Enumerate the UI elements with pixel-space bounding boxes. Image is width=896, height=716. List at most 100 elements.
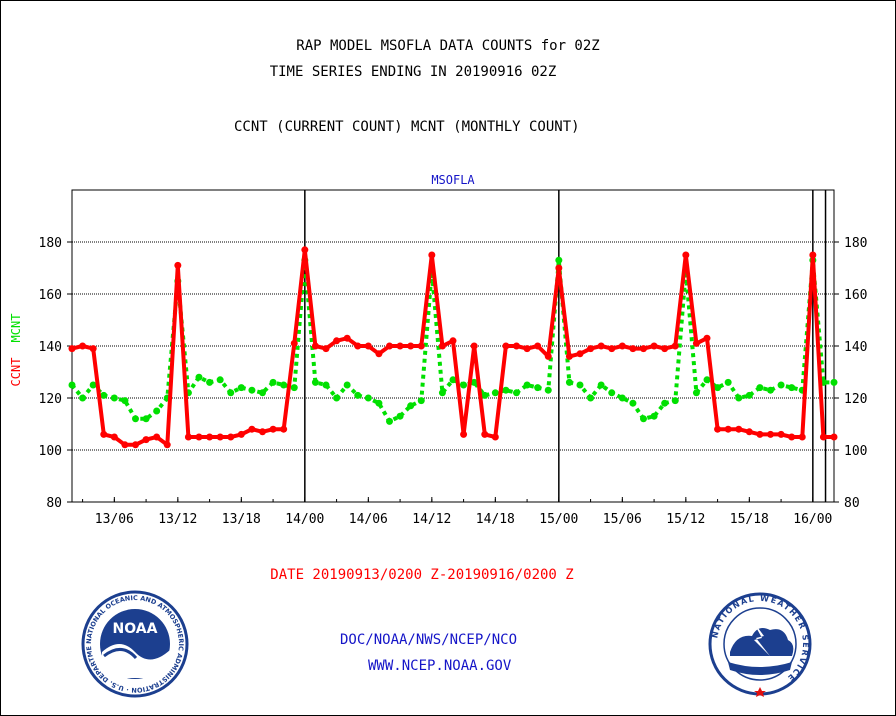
data-point-mcnt <box>322 381 330 389</box>
data-point-ccnt <box>491 433 499 441</box>
data-point-ccnt <box>280 425 288 433</box>
data-point-ccnt <box>608 345 616 353</box>
data-point-ccnt <box>502 342 510 350</box>
y-tick-label-right: 160 <box>844 288 867 303</box>
station-label: MSOFLA <box>431 173 475 187</box>
x-tick-label: 15/00 <box>539 512 578 527</box>
noaa-logo-text: NOAA <box>113 621 158 637</box>
data-point-mcnt <box>89 381 97 389</box>
data-point-mcnt <box>407 402 415 410</box>
x-tick-label: 13/18 <box>222 512 261 527</box>
data-point-mcnt <box>354 391 362 399</box>
data-point-mcnt <box>396 412 404 420</box>
data-point-ccnt <box>640 345 647 353</box>
y-axis-label-mcnt: MCNT <box>9 314 23 343</box>
data-point-ccnt <box>481 430 489 438</box>
data-point-mcnt <box>692 389 700 397</box>
data-point-ccnt <box>745 428 753 436</box>
data-point-mcnt <box>364 394 372 402</box>
data-point-mcnt <box>491 389 499 397</box>
data-point-ccnt <box>830 433 838 441</box>
data-point-mcnt <box>227 389 235 397</box>
data-point-ccnt <box>703 334 711 342</box>
chart-title-line2: TIME SERIES ENDING IN 20190916 02Z <box>269 64 557 80</box>
y-tick-label-left: 180 <box>39 236 62 251</box>
x-tick-label: 14/12 <box>412 512 451 527</box>
x-tick-label: 16/00 <box>793 512 832 527</box>
data-point-ccnt <box>819 433 827 441</box>
noaa-logo: NATIONAL OCEANIC AND ATMOSPHERIC ADMINIS… <box>80 590 189 698</box>
data-point-ccnt <box>534 342 542 350</box>
data-point-ccnt <box>428 251 436 259</box>
data-point-mcnt <box>767 386 774 394</box>
data-point-mcnt <box>142 415 150 423</box>
data-point-ccnt <box>407 342 415 350</box>
data-point-ccnt <box>237 430 245 438</box>
data-point-mcnt <box>618 394 626 402</box>
data-point-ccnt <box>269 425 277 433</box>
credit-line2: WWW.NCEP.NOAA.GOV <box>368 658 512 674</box>
data-point-ccnt <box>121 441 129 449</box>
x-tick-label: 14/00 <box>285 512 324 527</box>
data-point-ccnt <box>777 430 785 438</box>
data-point-mcnt <box>703 376 711 384</box>
data-point-mcnt <box>470 378 478 386</box>
data-point-ccnt <box>809 251 817 259</box>
x-tick-label: 15/12 <box>666 512 705 527</box>
chart-subtitle: CCNT (CURRENT COUNT) MCNT (MONTHLY COUNT… <box>234 119 580 135</box>
data-point-ccnt <box>386 342 393 350</box>
y-tick-label-left: 160 <box>39 288 62 303</box>
data-point-ccnt <box>153 433 161 441</box>
data-point-mcnt <box>195 373 203 381</box>
data-point-mcnt <box>110 394 118 402</box>
data-point-mcnt <box>714 384 722 392</box>
data-point-ccnt <box>692 339 700 347</box>
data-point-mcnt <box>513 389 520 397</box>
data-point-ccnt <box>195 433 203 441</box>
y-tick-label-right: 140 <box>844 340 867 355</box>
data-point-mcnt <box>724 378 732 386</box>
y-tick-label-left: 100 <box>39 444 62 459</box>
data-point-ccnt <box>460 430 468 438</box>
data-point-ccnt <box>301 246 309 254</box>
data-point-mcnt <box>608 389 616 397</box>
y-tick-label-right: 180 <box>844 236 867 251</box>
data-point-ccnt <box>216 433 224 441</box>
y-tick-label-left: 140 <box>39 340 62 355</box>
data-point-ccnt <box>682 251 690 259</box>
data-point-mcnt <box>671 397 679 405</box>
data-point-mcnt <box>650 412 658 420</box>
data-point-mcnt <box>534 384 542 392</box>
data-point-mcnt <box>121 397 129 405</box>
data-point-mcnt <box>523 381 531 389</box>
data-point-mcnt <box>153 407 161 415</box>
data-point-ccnt <box>174 261 182 269</box>
data-point-mcnt <box>386 417 393 425</box>
data-point-mcnt <box>756 384 764 392</box>
data-point-ccnt <box>449 337 457 345</box>
data-point-mcnt <box>68 381 76 389</box>
data-point-ccnt <box>724 425 732 433</box>
data-point-ccnt <box>110 433 118 441</box>
data-point-ccnt <box>132 441 139 449</box>
data-point-ccnt <box>89 345 97 353</box>
data-point-mcnt <box>788 384 796 392</box>
data-point-mcnt <box>481 391 489 399</box>
data-point-ccnt <box>513 342 520 350</box>
data-point-ccnt <box>79 342 87 350</box>
data-point-ccnt <box>565 352 573 360</box>
data-point-mcnt <box>735 394 743 402</box>
data-point-mcnt <box>597 381 605 389</box>
data-point-ccnt <box>343 334 351 342</box>
data-point-mcnt <box>333 394 341 402</box>
credit-line1: DOC/NOAA/NWS/NCEP/NCO <box>340 632 518 648</box>
data-point-ccnt <box>587 345 595 353</box>
data-point-ccnt <box>68 345 76 353</box>
data-point-mcnt <box>343 381 351 389</box>
date-range-label: DATE 20190913/0200 Z-20190916/0200 Z <box>270 567 573 583</box>
nws-logo: NATIONAL WEATHER SERVICE <box>708 592 812 697</box>
data-point-mcnt <box>132 415 139 423</box>
data-point-mcnt <box>100 391 108 399</box>
data-point-ccnt <box>354 342 362 350</box>
data-point-mcnt <box>629 399 637 407</box>
